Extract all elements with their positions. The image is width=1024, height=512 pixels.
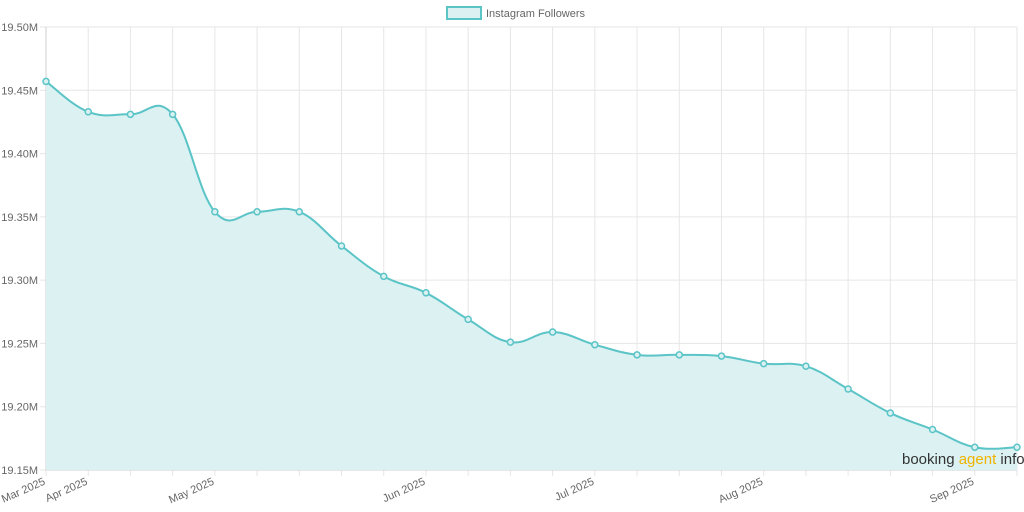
data-point[interactable]: [928, 425, 937, 434]
watermark-part-1: booking: [902, 451, 959, 468]
data-point[interactable]: [591, 340, 599, 349]
watermark-part-2: agent: [959, 451, 997, 468]
data-point[interactable]: [971, 443, 979, 451]
data-point[interactable]: [126, 110, 135, 119]
x-tick-label: Sep 2025: [928, 476, 976, 506]
data-point[interactable]: [464, 315, 472, 324]
series-area-fill: [46, 81, 1017, 470]
x-tick-label: Mar 2025: [0, 476, 47, 506]
data-point[interactable]: [717, 352, 726, 360]
y-tick-label: 19.35M: [1, 212, 38, 224]
data-point[interactable]: [802, 362, 810, 370]
data-point[interactable]: [211, 208, 219, 216]
svg-text:booking agent info: booking agent info: [902, 451, 1024, 468]
data-point[interactable]: [379, 272, 388, 281]
x-tick-label: May 2025: [167, 476, 216, 507]
y-axis-ticks: 19.50M 19.45M 19.40M 19.35M 19.30M 19.25M 19.2…: [1, 22, 38, 477]
data-point[interactable]: [253, 208, 261, 216]
legend[interactable]: Instagram Followers: [446, 6, 586, 20]
data-point[interactable]: [422, 289, 430, 297]
watermark-part-3: info: [996, 451, 1024, 468]
y-tick-label: 19.45M: [1, 85, 38, 97]
x-tick-label: Jul 2025: [553, 476, 596, 504]
legend-swatch: [446, 6, 482, 20]
y-tick-label: 19.15M: [1, 465, 38, 477]
watermark-logo: booking agent info: [902, 451, 1024, 468]
data-point[interactable]: [548, 328, 557, 336]
series-points: [42, 77, 1021, 451]
y-tick-label: 19.50M: [1, 22, 38, 34]
data-point[interactable]: [844, 385, 852, 393]
x-tick-label: Jun 2025: [381, 476, 427, 505]
y-tick-label: 19.25M: [1, 338, 38, 350]
data-point[interactable]: [886, 409, 895, 417]
y-tick-label: 19.20M: [1, 402, 38, 414]
y-tick-label: 19.40M: [1, 149, 38, 161]
y-tick-label: 19.30M: [1, 275, 38, 287]
data-point[interactable]: [295, 208, 304, 216]
data-point[interactable]: [675, 351, 684, 359]
data-point[interactable]: [506, 338, 515, 346]
data-point[interactable]: [759, 359, 768, 368]
data-point[interactable]: [84, 108, 92, 116]
data-point[interactable]: [1013, 443, 1021, 451]
data-point[interactable]: [168, 110, 177, 119]
x-tick-label: Apr 2025: [44, 476, 90, 505]
data-point[interactable]: [633, 351, 641, 359]
data-point[interactable]: [337, 242, 346, 250]
x-tick-label: Aug 2025: [717, 476, 765, 506]
legend-label: Instagram Followers: [486, 8, 586, 20]
data-point[interactable]: [42, 77, 50, 86]
